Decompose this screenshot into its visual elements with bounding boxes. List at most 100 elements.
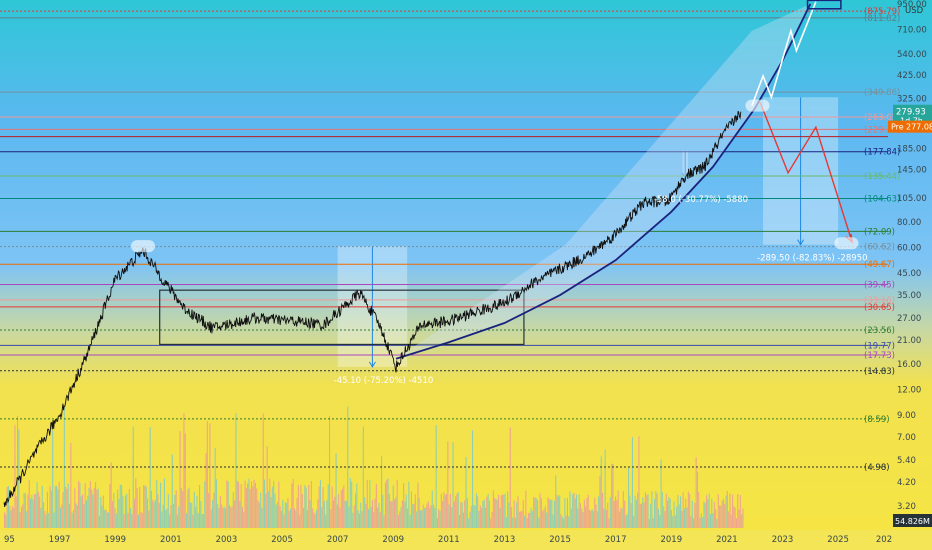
volume-bar: [733, 506, 735, 528]
volume-bar: [488, 500, 490, 528]
annotation-label: -58.0 (-30.77%) -5880: [654, 195, 748, 205]
volume-bar: [620, 507, 622, 528]
volume-bar: [355, 493, 357, 528]
volume-bar: [88, 487, 90, 528]
volume-bar: [447, 441, 449, 528]
volume-bar: [568, 516, 570, 528]
volume-bar: [205, 453, 207, 528]
volume-bar: [625, 515, 627, 528]
volume-bar: [348, 506, 350, 528]
volume-bar: [347, 406, 349, 528]
volume-bar: [626, 514, 628, 528]
volume-bar: [62, 492, 64, 528]
volume-bar: [395, 497, 397, 528]
volume-bar: [728, 511, 730, 528]
price-axis[interactable]: USD950.00710.00540.00425.00325.00245.001…: [888, 0, 932, 550]
volume-bar: [721, 500, 723, 528]
volume-bar: [384, 482, 386, 528]
volume-bar: [140, 511, 142, 528]
volume-bar: [715, 509, 717, 528]
volume-bar: [504, 493, 506, 528]
volume-bar: [443, 492, 445, 528]
volume-bar: [189, 502, 191, 528]
level-label: (4.98): [864, 463, 890, 473]
highlight-marker: [745, 99, 770, 112]
volume-bar: [45, 514, 47, 528]
x-tick-label: 2001: [160, 535, 182, 545]
volume-bar: [193, 491, 195, 528]
volume-bar: [725, 495, 727, 528]
volume-bar: [643, 502, 645, 528]
x-tick-label: 95: [4, 535, 15, 545]
volume-bar: [366, 479, 368, 528]
volume-bar: [413, 503, 415, 528]
volume-bar: [243, 512, 245, 528]
volume-bar: [37, 491, 39, 528]
volume-bar: [551, 499, 553, 528]
volume-bar: [689, 494, 691, 528]
volume-bar: [462, 512, 464, 528]
level-label: (19.77): [864, 341, 895, 351]
volume-bar: [605, 509, 607, 528]
level-label: (177.84): [864, 148, 900, 158]
volume-bar: [618, 511, 620, 528]
volume-bar: [602, 492, 604, 528]
volume-bar: [156, 479, 158, 528]
volume-bar: [485, 507, 487, 528]
volume-bar: [225, 508, 227, 528]
volume-bar: [228, 505, 230, 528]
level-label: (811.82): [864, 14, 900, 24]
volume-layer: [4, 406, 744, 528]
volume-bar: [439, 510, 441, 528]
volume-bar: [540, 498, 542, 528]
volume-bar: [61, 504, 63, 528]
volume-bar: [145, 486, 147, 528]
volume-bar: [121, 484, 123, 528]
annotations-layer: -45.10 (-75.20%) -4510 -289.50 (-82.83%) …: [131, 99, 867, 386]
volume-bar: [308, 484, 310, 528]
volume-bar: [691, 500, 693, 528]
volume-bar: [35, 493, 37, 528]
volume-bar: [579, 503, 581, 528]
volume-bar: [113, 493, 115, 528]
volume-bar: [85, 500, 87, 528]
x-tick-label: 2017: [605, 535, 627, 545]
volume-bar: [737, 493, 739, 528]
volume-bar: [80, 496, 82, 528]
volume-bar: [378, 503, 380, 528]
volume-bar: [53, 512, 55, 528]
volume-bar: [169, 514, 171, 528]
volume-bar: [245, 487, 247, 528]
volume-bar: [550, 500, 552, 528]
volume-bar: [516, 502, 518, 528]
volume-bar: [91, 489, 93, 528]
highlight-marker: [834, 237, 859, 250]
volume-bar: [303, 508, 305, 528]
volume-bar: [7, 486, 9, 528]
level-label: (30.65): [864, 303, 895, 313]
volume-bar: [269, 478, 271, 528]
volume-bar: [668, 497, 670, 528]
volume-bar: [222, 507, 224, 528]
volume-bar: [66, 488, 68, 528]
volume-bar: [507, 491, 509, 528]
volume-bar: [118, 499, 120, 528]
volume-bar: [585, 506, 587, 528]
volume-bar: [564, 498, 566, 528]
volume-bar: [686, 507, 688, 528]
volume-bar: [685, 498, 687, 528]
volume-bar: [117, 489, 119, 528]
time-axis[interactable]: 95 1997 1999 2001 2003 2005 2007 2009 2011 2013 20…: [0, 530, 932, 550]
volume-bar: [59, 507, 61, 528]
trend-channel: [396, 4, 811, 359]
volume-bar: [563, 518, 565, 528]
volume-bar: [114, 508, 116, 528]
volume-bar: [344, 500, 346, 528]
volume-bar: [466, 498, 468, 528]
volume-bar: [513, 500, 515, 528]
volume-bar: [166, 508, 168, 528]
volume-bar: [425, 507, 427, 528]
volume-bar: [153, 501, 155, 528]
volume-bar: [716, 518, 718, 528]
